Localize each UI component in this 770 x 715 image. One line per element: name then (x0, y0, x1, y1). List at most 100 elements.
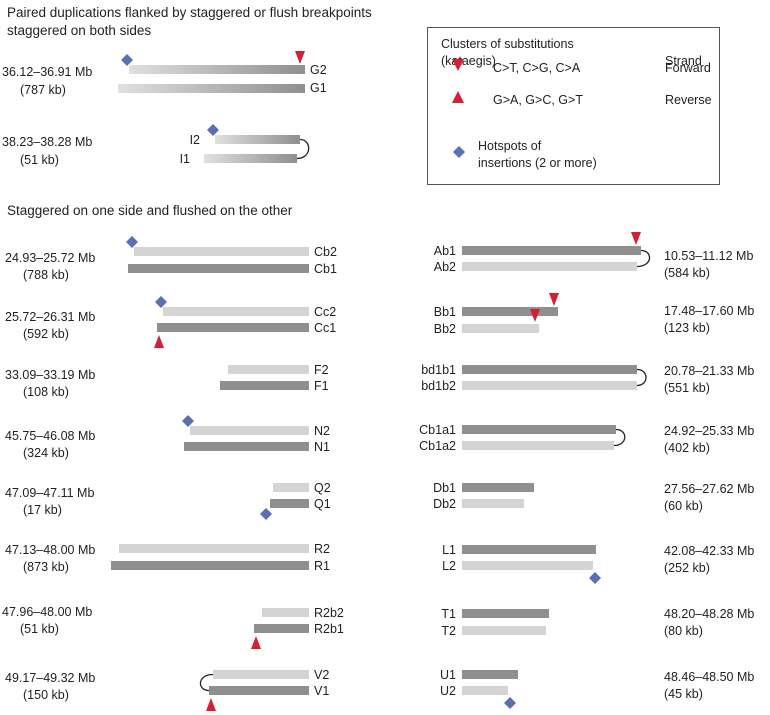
size-label-u1: (45 kb) (664, 687, 703, 701)
size-label-n2: (324 kb) (23, 446, 69, 460)
connector-arc-cb1a1 (613, 428, 626, 447)
size-label-bd1b1: (551 kb) (664, 381, 710, 395)
bar-r2 (119, 544, 309, 553)
title-paired-line2: staggered on both sides (7, 23, 152, 38)
size-label-i2: (51 kb) (20, 153, 59, 167)
bar-label-q1: Q1 (314, 497, 331, 511)
kataegis-reverse-v2 (206, 698, 216, 711)
bar-u1 (462, 670, 518, 679)
bar-label-n2: N2 (314, 424, 330, 438)
size-label-bb1: (123 kb) (664, 321, 710, 335)
kataegis-forward-g2 (295, 51, 305, 64)
title-staggered-one-side: Staggered on one side and flushed on the… (7, 203, 293, 218)
title-paired-line1: Paired duplications flanked by staggered… (7, 5, 372, 20)
size-label-g2: (787 kb) (20, 83, 66, 97)
bar-label-t1: T1 (441, 607, 456, 621)
legend-hotspots-text-b: insertions (2 or more) (478, 156, 597, 170)
bar-label-g1: G1 (310, 81, 327, 95)
bar-l1 (462, 545, 596, 554)
bar-label-cb2: Cb2 (314, 245, 337, 259)
bar-q1 (270, 499, 309, 508)
kataegis-forward-bb1-b (530, 309, 540, 322)
region-label-n2: 45.75–46.08 Mb (5, 429, 95, 443)
region-label-v2: 49.17–49.32 Mb (5, 671, 95, 685)
hotspot-diamond-i2 (207, 124, 219, 136)
legend-forward-triangle-icon (452, 59, 464, 71)
hotspot-diamond-q2 (260, 508, 272, 520)
bar-label-db1: Db1 (433, 481, 456, 495)
bar-label-l2: L2 (442, 559, 456, 573)
bar-label-u1: U1 (440, 668, 456, 682)
region-label-bb1: 17.48–17.60 Mb (664, 304, 754, 318)
bar-r1 (111, 561, 309, 570)
bar-label-r2b2: R2b2 (314, 606, 344, 620)
bar-label-bd1b1: bd1b1 (421, 363, 456, 377)
bar-label-cb1a1: Cb1a1 (419, 423, 456, 437)
region-label-q2: 47.09–47.11 Mb (5, 486, 94, 500)
region-label-db1: 27.56–27.62 Mb (664, 482, 754, 496)
size-label-ab1: (584 kb) (664, 266, 710, 280)
legend-hotspots-line1: Hotspots of insertions (2 or more) (478, 138, 597, 171)
legend-hotspots-text-a: Hotspots of (478, 139, 542, 153)
region-label-cb2: 24.93–25.72 Mb (5, 251, 95, 265)
bar-f1 (220, 381, 309, 390)
connector-arc-i2 (296, 138, 310, 160)
region-label-cb1a1: 24.92–25.33 Mb (664, 424, 754, 438)
bar-label-f2: F2 (314, 363, 329, 377)
bar-label-db2: Db2 (433, 497, 456, 511)
region-label-f2: 33.09–33.19 Mb (5, 368, 95, 382)
bar-label-f1: F1 (314, 379, 329, 393)
region-label-r2: 47.13–48.00 Mb (5, 543, 95, 557)
size-label-l1: (252 kb) (664, 561, 710, 575)
region-label-r2b2: 47.96–48.00 Mb (2, 605, 92, 619)
legend-clusters-subtitle: (kataegis) (441, 54, 496, 68)
hotspot-diamond-cb2 (126, 236, 138, 248)
bar-bd1b2 (462, 381, 637, 390)
bar-n2 (190, 426, 309, 435)
region-label-bd1b1: 20.78–21.33 Mb (664, 364, 754, 378)
legend-clusters-title: Clusters of substitutions (441, 37, 574, 51)
bar-i2 (215, 135, 300, 144)
kataegis-forward-bb1-a (549, 293, 559, 306)
legend-reverse-label: G>A, G>C, G>T (493, 93, 583, 107)
bar-cb1a2 (462, 441, 614, 450)
region-label-l1: 42.08–42.33 Mb (664, 544, 754, 558)
bar-v2 (213, 670, 309, 679)
region-label-t1: 48.20–48.28 Mb (664, 607, 754, 621)
legend-box: Clusters of substitutions (kataegis) Str… (427, 27, 720, 185)
bar-label-bb2: Bb2 (434, 322, 456, 336)
bar-bd1b1 (462, 365, 637, 374)
hotspot-diamond-n2 (182, 415, 194, 427)
size-label-cc2: (592 kb) (23, 327, 69, 341)
bar-cb1a1 (462, 425, 616, 434)
bar-label-cb1a2: Cb1a2 (419, 439, 456, 453)
hotspot-diamond-g2 (121, 54, 133, 66)
bar-label-i1: I1 (180, 152, 190, 166)
size-label-v2: (150 kb) (23, 688, 69, 702)
bar-label-bd1b2: bd1b2 (421, 379, 456, 393)
bar-label-i2: I2 (190, 133, 200, 147)
legend-strand-header: Strand (665, 54, 702, 68)
bar-cb1 (128, 264, 309, 273)
bar-label-bb1: Bb1 (434, 305, 456, 319)
bar-label-n1: N1 (314, 440, 330, 454)
bar-r2b1 (254, 624, 309, 633)
bar-cb2 (134, 247, 309, 256)
hotspot-diamond-u1 (504, 697, 516, 709)
bar-l2 (462, 561, 593, 570)
legend-reverse-strand: Reverse (665, 93, 712, 107)
size-label-cb2: (788 kb) (23, 268, 69, 282)
bar-label-t2: T2 (441, 624, 456, 638)
bar-t1 (462, 609, 549, 618)
size-label-cb1a1: (402 kb) (664, 441, 710, 455)
bar-bb2 (462, 324, 539, 333)
region-label-cc2: 25.72–26.31 Mb (5, 310, 95, 324)
connector-arc-bd1b1 (636, 368, 647, 387)
bar-cc2 (163, 307, 309, 316)
bar-t2 (462, 626, 546, 635)
bar-label-r2b1: R2b1 (314, 622, 344, 636)
bar-r2b2 (262, 608, 309, 617)
bar-label-q2: Q2 (314, 481, 331, 495)
legend-forward-label: C>T, C>G, C>A (493, 61, 581, 75)
